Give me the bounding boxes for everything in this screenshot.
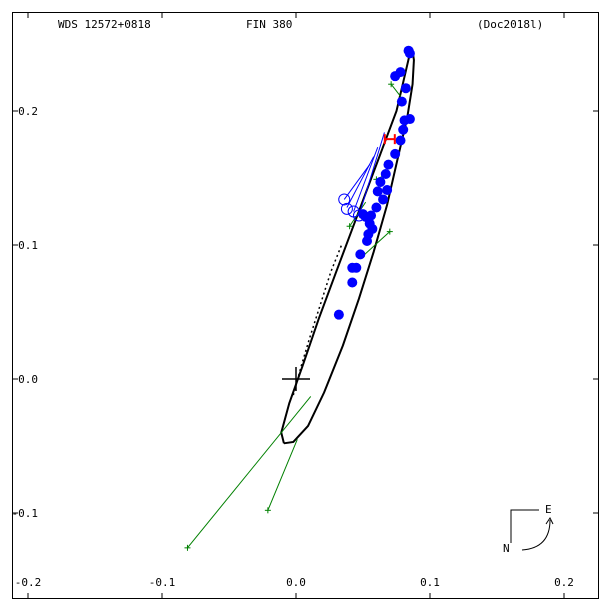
- orbit-path: [280, 48, 415, 445]
- open-circle-point: [340, 202, 353, 215]
- residual-line: [187, 396, 312, 549]
- blue-connector-lines: [343, 132, 385, 216]
- observation-point: [380, 168, 391, 179]
- residual-line: [349, 201, 367, 227]
- orbit-dotted-path: [292, 244, 343, 396]
- observation-point: [362, 235, 373, 246]
- rotation-arrow-icon: [521, 519, 551, 551]
- observation-point: [404, 48, 415, 59]
- y-tick-label: -0.1: [12, 507, 39, 520]
- y-tick-label: 0.0: [18, 373, 38, 386]
- observation-point: [358, 209, 368, 220]
- special-markers: [282, 134, 396, 391]
- orbit-ellipse: [280, 48, 415, 445]
- observation-point: [371, 202, 382, 213]
- residual-line: [267, 439, 298, 511]
- observation-point: [375, 177, 386, 188]
- rotation-arrowhead-icon: [545, 517, 554, 525]
- blue-connector-line: [358, 132, 385, 216]
- compass: E N: [503, 503, 554, 555]
- residual-lines: [184, 81, 401, 551]
- observation-point: [399, 115, 410, 126]
- observation-point: [395, 135, 406, 146]
- observation-points: [333, 45, 415, 320]
- observation-point: [398, 124, 409, 135]
- x-tick-label: 0.1: [420, 576, 440, 589]
- compass-north-label: N: [503, 542, 510, 555]
- header-left-label: WDS 12572+0818: [58, 18, 151, 31]
- observation-point: [372, 186, 383, 197]
- y-tick-label: 0.1: [18, 239, 38, 252]
- observation-point: [347, 262, 358, 273]
- x-tick-label: 0.0: [286, 576, 306, 589]
- observation-point: [333, 309, 344, 320]
- blue-connector-line: [353, 147, 379, 212]
- x-tick-label: -0.2: [15, 576, 42, 589]
- blue-connector-line: [346, 156, 375, 208]
- x-tick-label: -0.1: [149, 576, 176, 589]
- observation-point: [378, 194, 389, 205]
- open-circle-point: [352, 209, 365, 222]
- observation-point: [396, 96, 407, 107]
- x-tick-label: 0.2: [554, 576, 574, 589]
- header-center-label: FIN 380: [246, 18, 292, 31]
- residual-line: [390, 83, 401, 97]
- observation-point: [383, 159, 394, 170]
- y-tick-label: 0.2: [18, 105, 38, 118]
- observation-point: [390, 71, 401, 82]
- blue-connector-line: [343, 164, 371, 200]
- header-right-label: (Doc2018l): [477, 18, 543, 31]
- observation-point: [400, 83, 411, 94]
- observation-point: [390, 148, 401, 159]
- observation-point: [382, 185, 393, 196]
- plot-border: [12, 12, 599, 599]
- open-circle-point: [338, 193, 351, 206]
- observation-point: [355, 249, 366, 260]
- compass-axes: [510, 509, 539, 543]
- axis-ticks: -0.2 -0.1 0.0 0.1 0.2 0.2 0.1 0.0 -0.1: [12, 13, 598, 598]
- observation-point: [347, 277, 358, 288]
- compass-east-label: E: [545, 503, 552, 516]
